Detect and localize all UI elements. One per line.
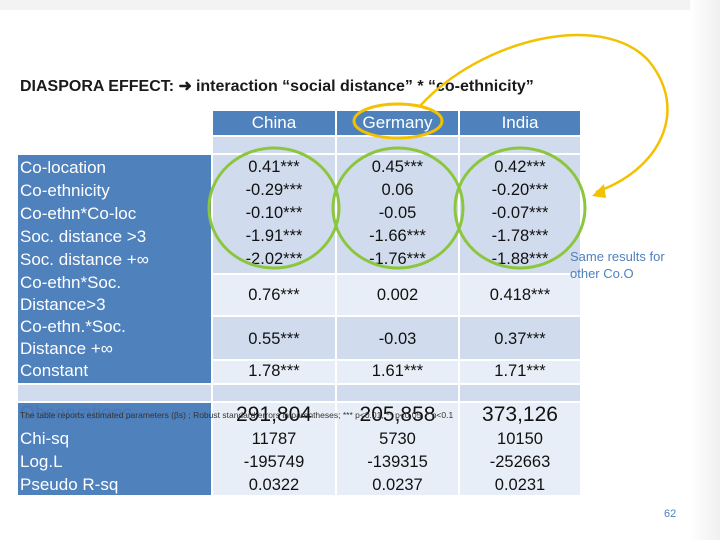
table-cell: -1.91*** (245, 227, 303, 245)
green-highlight-ellipse (207, 146, 341, 270)
row-label: Distance +∞ (20, 339, 113, 358)
data-block (337, 361, 458, 383)
table-cell: 0.37*** (494, 330, 546, 348)
green-highlight-ellipse (331, 146, 465, 270)
table-cell: -139315 (367, 453, 428, 471)
green-highlight-ellipse (453, 146, 587, 270)
page-number: 62 (664, 508, 677, 520)
column-header-china: China (213, 111, 335, 135)
table-cell: -1.78*** (491, 227, 549, 245)
right-arrow-icon: ➜ (178, 78, 192, 95)
row-label: Co-ethn*Soc. (20, 273, 122, 292)
table-cell: 0.41*** (248, 158, 300, 176)
spacer-cell (337, 137, 458, 153)
table-cell: 0.76*** (248, 286, 300, 304)
arrow-head-icon (592, 184, 606, 198)
table-cell: -1.66*** (369, 227, 426, 245)
table-cell: -0.10*** (245, 204, 303, 222)
table-cell: 1.78*** (248, 362, 300, 380)
table-cell: 11787 (251, 430, 297, 448)
curved-arrow-line (419, 33, 669, 194)
row-label: Constant (20, 361, 89, 380)
table-cell: 0.418*** (489, 286, 551, 304)
data-block (460, 361, 580, 383)
data-block (460, 155, 580, 273)
side-note-line: Same results for (570, 249, 665, 264)
row-label: Soc. distance >3 (20, 227, 147, 246)
side-note: Same results for other Co.O (570, 248, 665, 282)
table-cell: 291,804 (236, 403, 312, 426)
table-cell: 0.42*** (494, 158, 546, 176)
table-cell: 5730 (379, 430, 416, 448)
table-cell: 0.002 (376, 286, 419, 304)
row-label: Soc. distance +∞ (20, 250, 149, 269)
table-cell: -1.88*** (491, 250, 549, 268)
title-prefix: DIASPORA EFFECT: (20, 78, 175, 95)
row-label: Observations (20, 403, 132, 424)
data-block (213, 361, 335, 383)
column-header-india: India (460, 111, 580, 135)
spacer-cell (213, 385, 335, 401)
table-cell: -0.07*** (491, 204, 549, 222)
yellow-highlight-circle (352, 102, 444, 140)
table-cell: 0.55*** (248, 330, 300, 348)
table-cell: 0.0322 (248, 476, 300, 494)
stats-block (460, 403, 580, 495)
row-label: Log.L (20, 452, 63, 471)
table-cell: -0.29*** (245, 181, 303, 199)
table-cell: -0.20*** (491, 181, 549, 199)
table-cell: -0.03 (378, 330, 417, 348)
stats-label-column (18, 403, 211, 495)
right-edge-shade (690, 0, 720, 540)
table-cell: -195749 (243, 453, 305, 471)
row-label: Chi-sq (20, 429, 70, 448)
spacer-cell (460, 137, 580, 153)
table-cell: 0.06 (381, 181, 414, 199)
row-label: Co-ethn*Co-loc (20, 204, 137, 223)
table-cell: 373,126 (482, 403, 558, 426)
table-cell: 205,858 (359, 403, 436, 426)
data-block (337, 317, 458, 359)
spacer-cell (213, 137, 335, 153)
spacer-cell (337, 385, 458, 401)
row-label: Distance>3 (20, 295, 106, 314)
table-cell: -0.05 (378, 204, 417, 222)
title-text: interaction “social distance” * “co-ethn… (195, 78, 534, 95)
footnote: The table reports estimated parameters (… (20, 410, 454, 420)
data-block (460, 317, 580, 359)
row-label: Pseudo R-sq (20, 475, 119, 494)
spacer-cell (460, 385, 580, 401)
table-cell: -1.76*** (369, 250, 426, 268)
row-label-column (18, 155, 211, 383)
data-block (460, 275, 580, 315)
slide-title: DIASPORA EFFECT: ➜ interaction “social di… (20, 76, 534, 96)
table-cell: 0.0231 (494, 476, 546, 494)
side-note-line: other Co.O (570, 266, 634, 281)
row-label: Co-ethn.*Soc. (20, 317, 126, 336)
stats-block (337, 403, 458, 495)
table-cell: 0.45*** (371, 158, 424, 176)
table-cell: -252663 (489, 453, 551, 471)
table-cell: 1.71*** (494, 362, 546, 380)
table-cell: 1.61*** (371, 362, 424, 380)
table-cell: -2.02*** (245, 250, 303, 268)
data-block (213, 317, 335, 359)
row-label: Co-ethnicity (20, 181, 110, 200)
row-label: Co-location (20, 158, 106, 177)
table-cell: 10150 (497, 430, 543, 448)
data-block (213, 275, 335, 315)
data-block (337, 275, 458, 315)
spacer-cell (18, 385, 211, 401)
stats-block (213, 403, 335, 495)
table-cell: 0.0237 (372, 476, 423, 494)
top-bar (0, 0, 720, 10)
